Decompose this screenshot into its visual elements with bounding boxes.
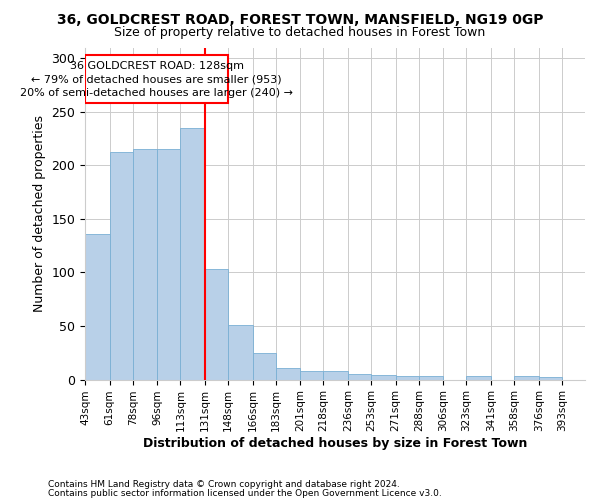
Bar xyxy=(395,376,419,380)
Bar xyxy=(110,152,133,380)
Bar xyxy=(348,374,371,380)
Text: Contains HM Land Registry data © Crown copyright and database right 2024.: Contains HM Land Registry data © Crown c… xyxy=(48,480,400,489)
Bar xyxy=(539,378,562,380)
Bar xyxy=(323,371,348,380)
Text: Size of property relative to detached houses in Forest Town: Size of property relative to detached ho… xyxy=(115,26,485,39)
Bar xyxy=(276,368,300,380)
Text: 36 GOLDCREST ROAD: 128sqm: 36 GOLDCREST ROAD: 128sqm xyxy=(70,60,244,70)
Bar xyxy=(466,376,491,380)
Bar xyxy=(157,150,181,380)
Bar xyxy=(300,371,323,380)
Bar xyxy=(181,128,205,380)
FancyBboxPatch shape xyxy=(85,55,228,103)
X-axis label: Distribution of detached houses by size in Forest Town: Distribution of detached houses by size … xyxy=(143,437,527,450)
Text: 36, GOLDCREST ROAD, FOREST TOWN, MANSFIELD, NG19 0GP: 36, GOLDCREST ROAD, FOREST TOWN, MANSFIE… xyxy=(57,12,543,26)
Text: 20% of semi-detached houses are larger (240) →: 20% of semi-detached houses are larger (… xyxy=(20,88,293,98)
Text: ← 79% of detached houses are smaller (953): ← 79% of detached houses are smaller (95… xyxy=(31,74,282,84)
Bar xyxy=(419,376,443,380)
Bar xyxy=(253,353,276,380)
Bar xyxy=(85,234,110,380)
Bar xyxy=(133,150,157,380)
Bar xyxy=(205,270,228,380)
Text: Contains public sector information licensed under the Open Government Licence v3: Contains public sector information licen… xyxy=(48,490,442,498)
Bar xyxy=(228,325,253,380)
Bar xyxy=(371,376,395,380)
Y-axis label: Number of detached properties: Number of detached properties xyxy=(33,115,46,312)
Bar xyxy=(514,376,539,380)
